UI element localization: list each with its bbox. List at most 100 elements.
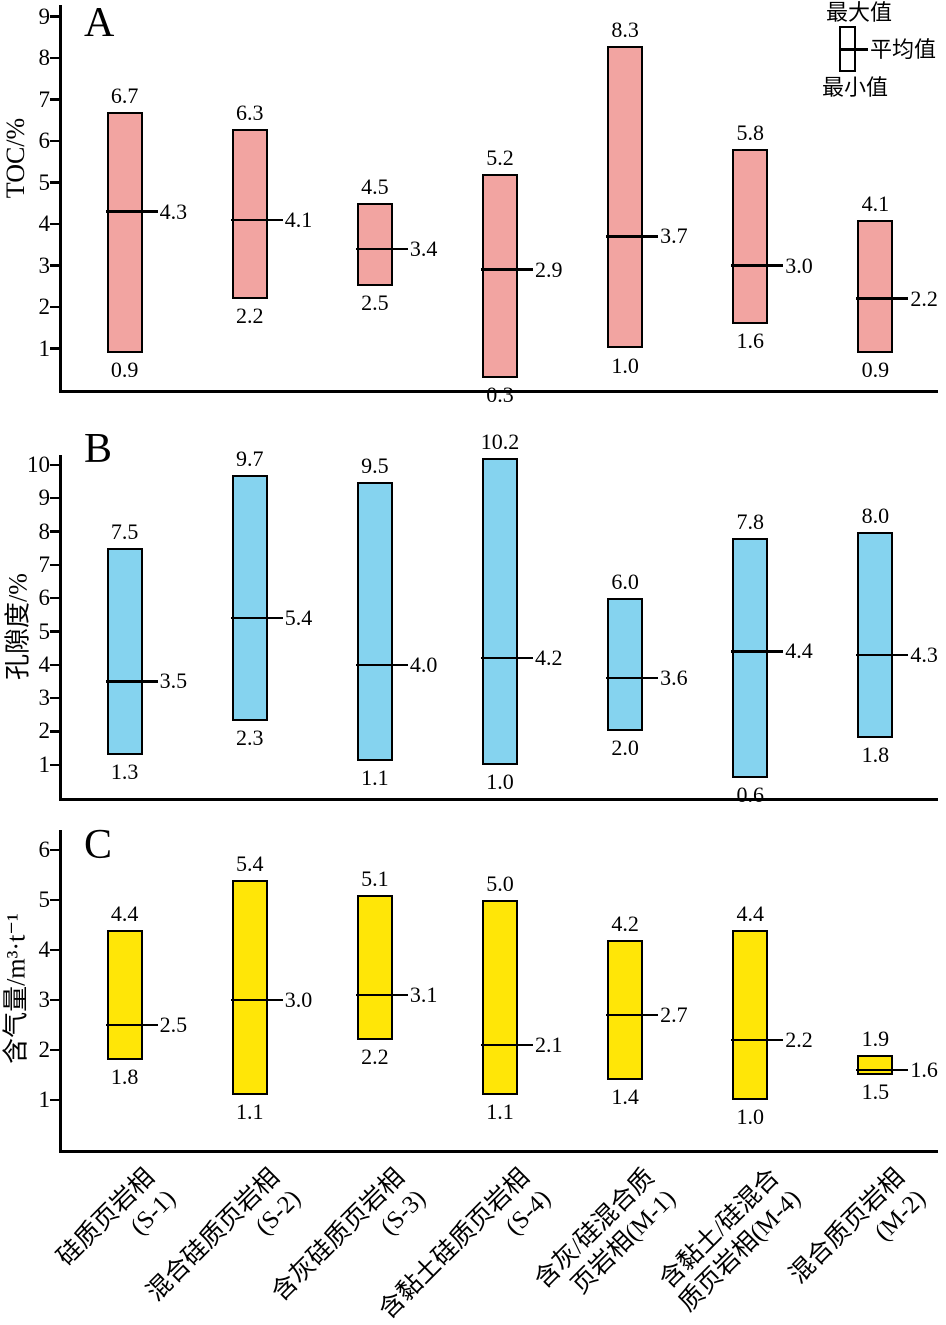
min-value-label: 1.8 (110, 1064, 139, 1089)
y-tick-label: 4 (38, 651, 51, 677)
mean-line (731, 1038, 784, 1042)
y-tick-mark (50, 305, 59, 309)
y-tick-label: 3 (38, 685, 51, 711)
x-axis-line (59, 798, 938, 801)
y-tick-mark (50, 463, 59, 467)
y-tick-label: 9 (38, 485, 51, 511)
y-tick-mark (50, 497, 59, 500)
y-tick-mark (50, 347, 59, 350)
panel-a-letter: A (84, 0, 115, 46)
range-bar (231, 880, 268, 1095)
min-value-label: 1.8 (861, 742, 890, 768)
mean-line (481, 1043, 533, 1047)
y-tick-mark (50, 139, 59, 143)
y-tick-mark (50, 630, 59, 633)
min-value-label: 2.3 (235, 725, 264, 751)
y-tick-mark (50, 1048, 59, 1052)
mean-value-label: 5.4 (284, 605, 313, 631)
mean-line (355, 247, 408, 251)
mean-line (856, 653, 909, 657)
mean-value-label: 3.1 (409, 982, 438, 1007)
range-bar (857, 1055, 894, 1075)
min-value-label: 1.0 (486, 768, 514, 794)
y-tick-label: 4 (38, 937, 51, 962)
y-axis-line (59, 830, 62, 1153)
min-value-label: 0.9 (861, 356, 890, 382)
mean-value-label: 4.0 (409, 651, 438, 677)
max-value-label: 10.2 (480, 429, 520, 455)
y-tick-mark (50, 222, 59, 226)
range-bar (732, 149, 769, 324)
min-value-label: 0.9 (110, 356, 139, 382)
mean-line (606, 235, 659, 238)
min-value-label: 2.5 (361, 290, 389, 316)
mean-line (606, 1013, 659, 1017)
mean-line (230, 218, 283, 222)
mean-line (481, 268, 533, 271)
y-tick-label: 1 (38, 1087, 51, 1112)
min-value-label: 1.1 (235, 1099, 264, 1124)
range-bar (356, 481, 393, 762)
mean-value-label: 3.5 (159, 668, 188, 694)
y-tick-mark (50, 264, 59, 267)
y-tick-mark (50, 530, 59, 533)
max-value-label: 8.3 (611, 16, 639, 42)
y-tick-mark (50, 597, 59, 600)
mean-line (230, 998, 283, 1002)
y-tick-mark (50, 730, 59, 733)
mean-line (230, 616, 283, 620)
max-value-label: 6.0 (611, 569, 639, 595)
max-value-label: 9.5 (361, 452, 389, 478)
y-axis-line (59, 455, 62, 801)
y-tick-label: 2 (38, 294, 51, 319)
max-value-label: 6.7 (110, 82, 139, 108)
y-tick-mark (50, 696, 59, 700)
mean-value-label: 1.6 (910, 1057, 938, 1082)
min-value-label: 1.4 (611, 1084, 639, 1109)
range-bar (106, 111, 143, 353)
min-value-label: 2.0 (611, 735, 639, 761)
mean-line (856, 297, 909, 300)
range-bar (857, 531, 894, 739)
legend: 最大值 平均值 最小值 (812, 0, 946, 108)
max-value-label: 5.1 (361, 866, 389, 891)
mean-value-label: 4.2 (535, 645, 563, 671)
mean-line (355, 993, 408, 997)
range-bar (231, 128, 268, 299)
y-tick-label: 7 (38, 86, 51, 112)
range-bar (607, 45, 644, 349)
y-tick-mark (50, 563, 59, 567)
max-value-label: 5.2 (486, 145, 514, 171)
y-tick-mark (50, 15, 59, 18)
mean-value-label: 2.1 (535, 1032, 563, 1057)
mean-value-label: 2.9 (535, 256, 563, 282)
mean-value-label: 3.0 (785, 252, 813, 278)
mean-line (481, 656, 533, 660)
min-value-label: 1.0 (736, 1104, 765, 1129)
range-bar (732, 930, 769, 1100)
max-value-label: 5.8 (736, 120, 765, 146)
max-value-label: 9.7 (235, 445, 264, 471)
y-tick-label: 3 (38, 252, 51, 278)
y-tick-label: 6 (38, 128, 51, 153)
panel-b-letter: B (84, 426, 113, 472)
y-tick-mark (50, 998, 59, 1002)
y-tick-label: 5 (38, 618, 51, 644)
min-value-label: 2.2 (361, 1044, 389, 1069)
panel-c-letter: C (84, 822, 113, 868)
range-bar (482, 458, 518, 765)
y-tick-label: 3 (38, 987, 51, 1012)
x-axis-line (59, 390, 938, 393)
y-tick-label: 5 (38, 887, 51, 912)
mean-line (105, 210, 158, 213)
mean-value-label: 3.6 (660, 665, 688, 691)
range-bar (356, 895, 393, 1040)
mean-line (856, 1068, 909, 1072)
mean-line (105, 680, 158, 683)
max-value-label: 6.3 (235, 99, 264, 125)
range-bar (231, 474, 268, 722)
legend-min-label: 最小值 (822, 75, 889, 100)
mean-line (105, 1023, 158, 1027)
mean-line (731, 264, 784, 267)
